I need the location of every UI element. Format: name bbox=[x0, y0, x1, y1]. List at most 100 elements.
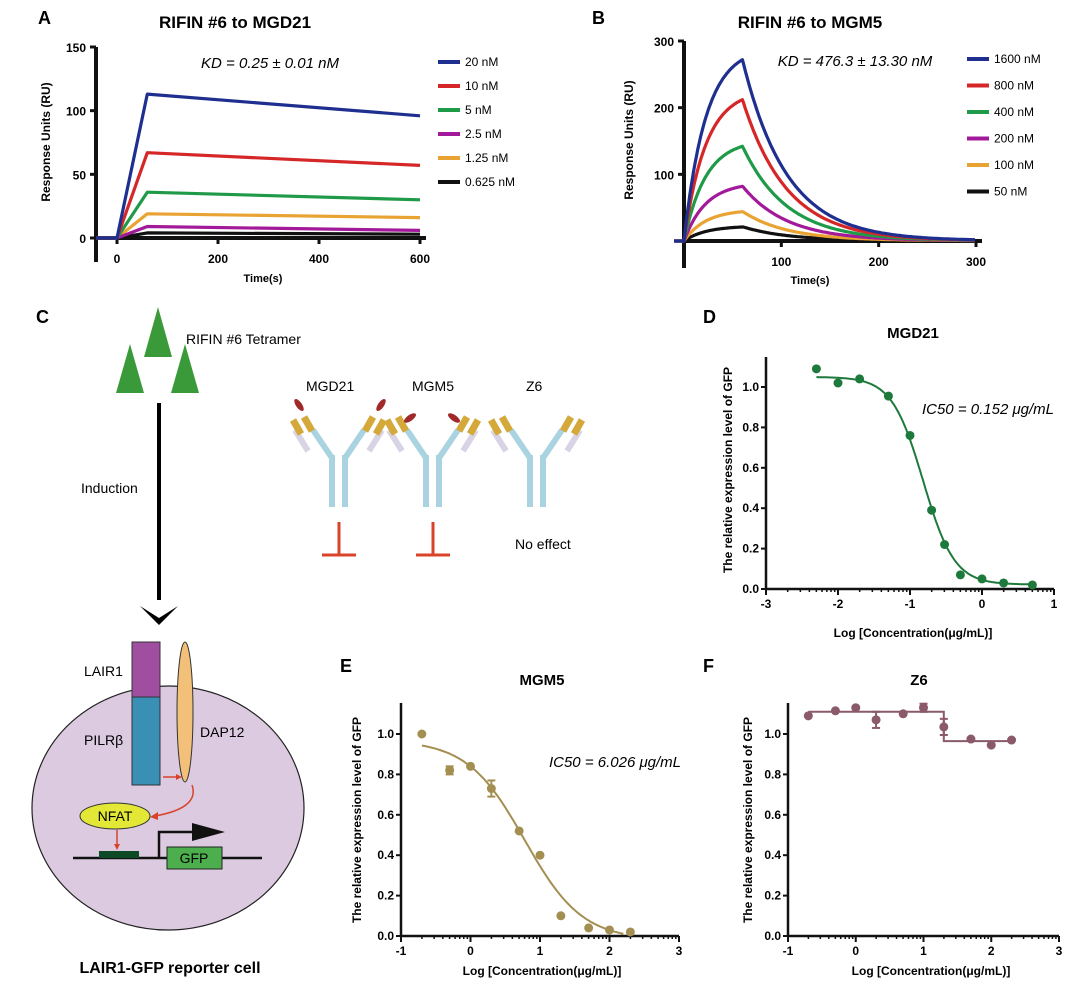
y-tick-label: 0.2 bbox=[377, 889, 394, 903]
y-tick-label: 100 bbox=[654, 168, 674, 182]
data-point bbox=[803, 711, 813, 721]
y-tick-label: 200 bbox=[654, 102, 674, 116]
chart-f: Z6 0.0 0.2 0.4 0.6 0.8 1.0 -1 0 1 2 3 The relative e… bbox=[741, 672, 1063, 978]
data-point bbox=[445, 765, 455, 775]
data-point bbox=[535, 850, 545, 860]
tetramer-triangle bbox=[116, 344, 144, 393]
variable-region bbox=[289, 418, 305, 436]
antibody-icon bbox=[383, 413, 482, 507]
variable-region bbox=[570, 418, 586, 436]
panel-letter-b: B bbox=[592, 8, 605, 28]
heavy-chain-arm bbox=[310, 428, 335, 460]
y-axis-label: Response Units (RU) bbox=[39, 82, 53, 201]
x-tick-label: -1 bbox=[783, 944, 794, 958]
cell-caption: LAIR1-GFP reporter cell bbox=[79, 960, 260, 977]
x-tick-label: 400 bbox=[309, 252, 329, 266]
kd-annotation: KD = 476.3 ± 13.30 nM bbox=[778, 53, 933, 70]
arrow-head-icon bbox=[150, 812, 158, 820]
epitope-marker bbox=[376, 399, 386, 411]
promoter-element bbox=[99, 851, 139, 858]
panel-letter-d: D bbox=[703, 307, 716, 327]
chart-b: RIFIN #6 to MGM5 KD = 476.3 ± 13.30 nM 100… bbox=[622, 13, 1041, 287]
x-tick-label: 3 bbox=[676, 944, 683, 958]
legend-label: 400 nM bbox=[994, 105, 1034, 119]
x-axis-label: Log [Concentration(μg/mL)] bbox=[852, 964, 1011, 978]
variable-region bbox=[455, 415, 471, 433]
reporter-cell bbox=[31, 685, 305, 931]
heavy-chain-arm bbox=[540, 428, 565, 460]
variable-region bbox=[466, 418, 482, 436]
data-point bbox=[556, 911, 566, 921]
lair1-label: LAIR1 bbox=[84, 663, 123, 679]
y-axis-label: The relative expression level of GFP bbox=[721, 367, 735, 573]
y-axis-label: The relative expression level of GFP bbox=[350, 717, 364, 923]
x-tick-label: 2 bbox=[606, 944, 613, 958]
heavy-chain-stem bbox=[423, 455, 429, 507]
rifin-tetramer-icon bbox=[116, 307, 199, 393]
y-tick-label: 0 bbox=[79, 232, 86, 246]
induction-label: Induction bbox=[81, 480, 138, 496]
y-tick-label: 0.8 bbox=[764, 767, 781, 781]
data-point bbox=[905, 430, 915, 440]
chart-title: Z6 bbox=[910, 672, 928, 689]
diagram-c: RIFIN #6 Tetramer Induction MGD21 MGM5 Z… bbox=[31, 307, 586, 977]
fit-curve bbox=[816, 376, 1033, 586]
x-tick-label: 3 bbox=[1056, 944, 1063, 958]
legend-label: 10 nM bbox=[465, 79, 498, 93]
variable-region bbox=[372, 418, 388, 436]
arrow-head-icon bbox=[114, 844, 120, 850]
data-point bbox=[417, 729, 427, 739]
x-tick-label: 0 bbox=[114, 252, 121, 266]
y-tick-label: 150 bbox=[66, 41, 86, 55]
legend-label: 2.5 nM bbox=[465, 127, 502, 141]
panel-letter-f: F bbox=[703, 656, 714, 676]
y-tick-label: 0.6 bbox=[377, 808, 394, 822]
y-tick-label: 1.0 bbox=[377, 727, 394, 741]
x-tick-label: 600 bbox=[410, 252, 430, 266]
variable-region bbox=[300, 415, 316, 433]
epitope-marker bbox=[448, 413, 460, 423]
panel-letter-a: A bbox=[38, 8, 51, 28]
antibody-icon bbox=[289, 399, 388, 507]
y-tick-label: 0.0 bbox=[377, 929, 394, 943]
x-axis-label: Time(s) bbox=[244, 273, 283, 285]
legend-label: 1.25 nM bbox=[465, 151, 508, 165]
panel-letter-c: C bbox=[36, 307, 49, 327]
y-tick-label: 0.2 bbox=[764, 889, 781, 903]
data-point bbox=[977, 574, 987, 584]
lair1-domain bbox=[131, 641, 161, 698]
antibody-icon bbox=[487, 415, 586, 507]
chart-title: RIFIN #6 to MGD21 bbox=[159, 13, 311, 32]
legend-label: 50 nM bbox=[994, 185, 1027, 199]
series-line-800-nm bbox=[674, 98, 975, 243]
data-point bbox=[855, 374, 865, 384]
data-point bbox=[871, 715, 881, 725]
x-axis-label: Log [Concentration(μg/mL)] bbox=[834, 626, 993, 640]
ic50-annotation: IC50 = 6.026 μg/mL bbox=[549, 754, 681, 771]
dap12-molecule bbox=[176, 641, 194, 783]
arrow-head-icon bbox=[140, 606, 178, 625]
y-tick-label: 0.8 bbox=[377, 767, 394, 781]
y-tick-label: 0.2 bbox=[742, 542, 759, 556]
antibody-label-z6: Z6 bbox=[526, 378, 543, 394]
heavy-chain-arm bbox=[508, 428, 533, 460]
antibody-label-mgm5: MGM5 bbox=[412, 378, 454, 394]
data-point bbox=[605, 925, 614, 935]
y-tick-label: 0.4 bbox=[377, 848, 394, 862]
data-point bbox=[883, 391, 893, 401]
y-tick-label: 0.4 bbox=[764, 848, 781, 862]
data-point bbox=[966, 734, 976, 744]
data-point bbox=[466, 761, 475, 771]
y-tick-label: 1.0 bbox=[742, 380, 759, 394]
legend-label: 1600 nM bbox=[994, 52, 1041, 66]
x-tick-label: -2 bbox=[833, 597, 844, 611]
data-point bbox=[986, 740, 996, 750]
nfat-factor bbox=[79, 802, 151, 830]
data-point bbox=[999, 578, 1009, 588]
y-tick-label: 0.0 bbox=[764, 929, 781, 943]
epitope-marker bbox=[294, 399, 304, 411]
legend-label: 100 nM bbox=[994, 158, 1034, 172]
chart-a: RIFIN #6 to MGD21 KD = 0.25 ± 0.01 nM 0 50 1… bbox=[39, 13, 515, 285]
data-point bbox=[486, 784, 496, 794]
